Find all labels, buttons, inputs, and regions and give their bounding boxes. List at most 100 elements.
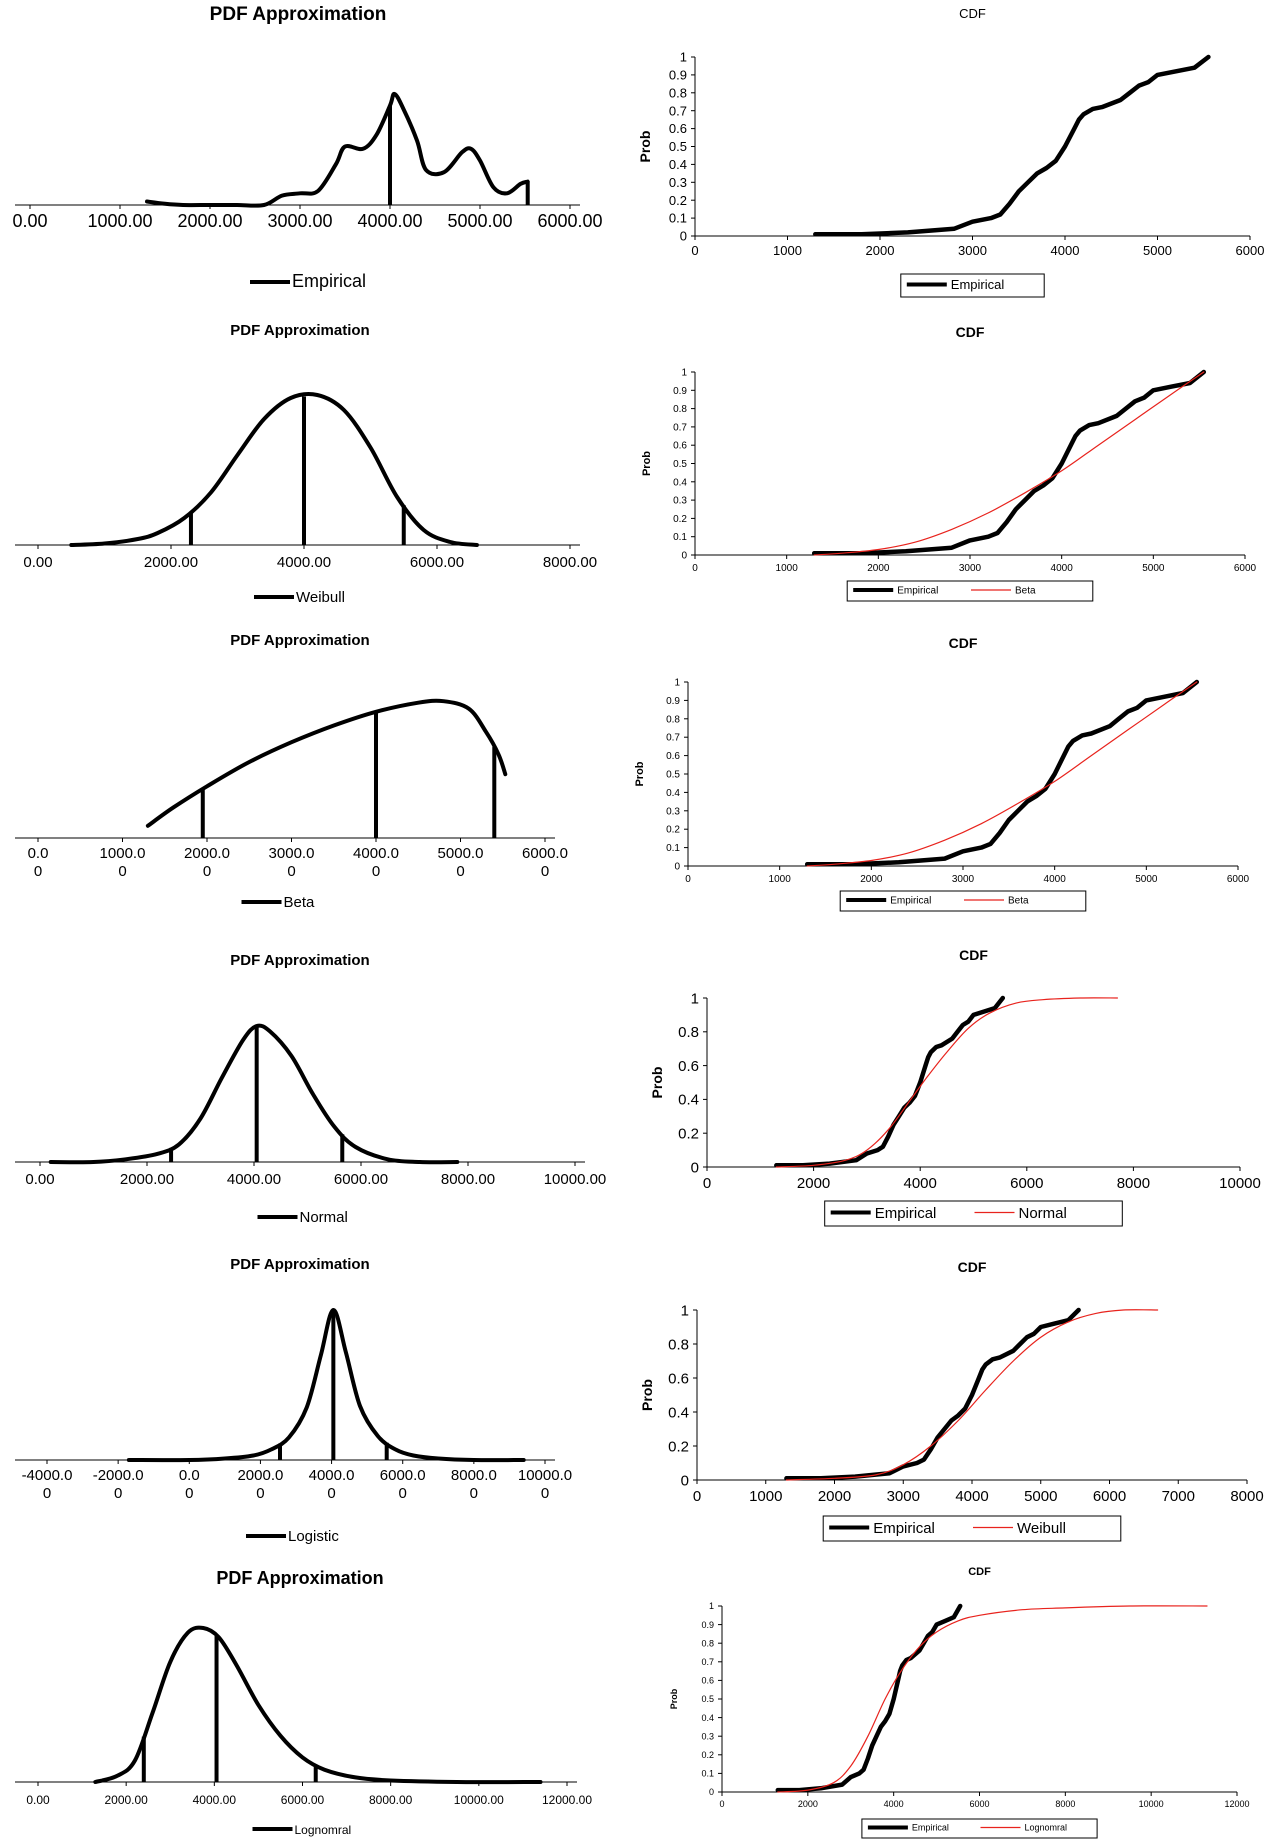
cdf1-y-tick-label: 1 bbox=[680, 50, 687, 65]
cdf5-y-axis-label: Prob bbox=[639, 1379, 655, 1411]
cdf1-legend-label: Empirical bbox=[951, 277, 1005, 292]
cdf2-y-tick-label: 1 bbox=[681, 368, 687, 379]
cdf6-y-tick-label: 0.3 bbox=[701, 1731, 714, 1741]
pdf3-series-beta-line bbox=[145, 698, 508, 828]
cdf5-legend-label: Empirical bbox=[873, 1520, 935, 1537]
cdf4-legend-label: Normal bbox=[1019, 1205, 1067, 1222]
pdf4-x-tick-label: 6000.00 bbox=[334, 1171, 388, 1188]
cdf3-x-tick-label: 5000 bbox=[1135, 874, 1158, 885]
cdf6-y-tick-label: 0.8 bbox=[701, 1638, 714, 1648]
cdf2-legend-box bbox=[846, 580, 1094, 602]
cdf4-y-tick-label: 0.2 bbox=[678, 1125, 699, 1142]
cdf2-legend-label: Empirical bbox=[897, 586, 938, 597]
cdf5-x-tick-label: 5000 bbox=[1024, 1488, 1057, 1505]
cdf1-y-tick-label: 0.7 bbox=[669, 103, 687, 118]
cdf2-x-tick-label: 6000 bbox=[1234, 563, 1257, 574]
cdf6-y-axis-label: Prob bbox=[669, 1688, 679, 1709]
pdf5-title: PDF Approximation bbox=[230, 1256, 369, 1273]
cdf6-x-tick-label: 6000 bbox=[969, 1799, 989, 1809]
pdf6-legend-label: Lognomral bbox=[295, 1823, 352, 1837]
cdf5-x-tick-label: 2000 bbox=[818, 1488, 851, 1505]
cdf5-x-tick-label: 4000 bbox=[955, 1488, 988, 1505]
pdf6-x-tick-label: 6000.00 bbox=[281, 1793, 325, 1807]
pdf1-legend: Empirical bbox=[250, 271, 366, 291]
cdf3-legend-box bbox=[839, 890, 1087, 912]
cdf3-x-tick-label: 6000 bbox=[1227, 874, 1250, 885]
cdf3-y-tick-label: 0.9 bbox=[666, 696, 680, 707]
pdf6-x-tick-label: 10000.00 bbox=[454, 1793, 504, 1807]
cdf5-chart: CDF 0 1000 2000 3000 4000 5000 6000 7000 8000 0 0.2… bbox=[639, 1259, 1264, 1542]
cdf3-y-tick-label: 0.2 bbox=[666, 825, 680, 836]
cdf6-y-tick-label: 1 bbox=[709, 1601, 714, 1611]
cdf2-y-tick-label: 0.5 bbox=[673, 459, 687, 470]
cdf3-y-axis-label: Prob bbox=[634, 761, 646, 786]
cdf3-y-tick-label: 0 bbox=[674, 862, 680, 873]
cdf3-legend-label: Beta bbox=[1008, 896, 1029, 907]
cdf3-y-tick-label: 0.7 bbox=[666, 733, 680, 744]
cdf5-legend: Empirical Weibull bbox=[822, 1515, 1122, 1542]
cdf5-legend-box bbox=[822, 1515, 1122, 1542]
cdf4-chart: CDF 0 2000 4000 6000 8000 10000 0 0.2 0.4 0.6 0.8 1 P… bbox=[649, 947, 1261, 1227]
pdf4-x-tick-label: 2000.00 bbox=[120, 1171, 174, 1188]
cdf5-y-tick-label: 0.2 bbox=[668, 1438, 689, 1455]
pdf3-chart: PDF Approximation0.001000.002000.003000.… bbox=[15, 632, 568, 911]
cdf4-series-normal-line bbox=[775, 997, 1118, 1168]
cdf4-x-tick-label: 4000 bbox=[904, 1175, 937, 1192]
cdf6-y-tick-label: 0.7 bbox=[701, 1657, 714, 1667]
pdf5-x-tick-label-cont: 0 bbox=[399, 1485, 407, 1502]
pdf1-series-empirical-line bbox=[145, 91, 530, 208]
pdf3-x-tick-label-cont: 0 bbox=[372, 863, 380, 880]
pdf6-x-tick-label: 0.00 bbox=[26, 1793, 50, 1807]
cdf2-y-tick-label: 0.6 bbox=[673, 441, 687, 452]
cdf3-x-tick-label: 2000 bbox=[860, 874, 883, 885]
cdf3-y-tick-label: 0.1 bbox=[666, 843, 680, 854]
cdf2-chart: CDF 0 1000 2000 3000 4000 5000 6000 0 0.1 0.2 0.3 0.… bbox=[641, 324, 1257, 602]
pdf5-chart: PDF Approximation-4000.00-2000.000.00200… bbox=[15, 1256, 572, 1545]
pdf2-series-weibull-line bbox=[69, 392, 479, 547]
cdf3-chart: CDF 0 1000 2000 3000 4000 5000 6000 0 0.1 0.2 0.3 0.… bbox=[634, 635, 1250, 912]
cdf3-y-tick-label: 0.4 bbox=[666, 788, 680, 799]
pdf3-x-tick-label-cont: 0 bbox=[34, 863, 42, 880]
pdf1-legend-label: Empirical bbox=[292, 271, 366, 291]
cdf1-x-tick-label: 5000 bbox=[1143, 243, 1172, 258]
cdf1-x-tick-label: 1000 bbox=[773, 243, 802, 258]
cdf1-y-tick-label: 0.2 bbox=[669, 193, 687, 208]
pdf5-x-tick-label-cont: 0 bbox=[43, 1485, 51, 1502]
cdf3-series-empirical-line bbox=[804, 679, 1200, 867]
pdf1-x-tick-label: 3000.00 bbox=[267, 211, 332, 231]
pdf3-x-tick-label-cont: 0 bbox=[287, 863, 295, 880]
pdf1-x-tick-label: 4000.00 bbox=[357, 211, 422, 231]
cdf4-y-tick-label: 0.4 bbox=[678, 1092, 699, 1109]
cdf2-series-empirical-line bbox=[811, 369, 1207, 556]
cdf5-x-tick-label: 1000 bbox=[749, 1488, 782, 1505]
pdf6-title: PDF Approximation bbox=[216, 1568, 383, 1588]
cdf1-x-tick-label: 2000 bbox=[866, 243, 895, 258]
pdf3-x-tick-label-cont: 0 bbox=[118, 863, 126, 880]
pdf3-x-tick-label: 0.0 bbox=[28, 845, 49, 862]
pdf6-chart: PDF Approximation 0.00 2000.00 4000.00 6000.… bbox=[15, 1568, 592, 1837]
cdf1-x-tick-label: 3000 bbox=[958, 243, 987, 258]
cdf5-title: CDF bbox=[958, 1259, 987, 1275]
pdf1-x-tick-label: 2000.00 bbox=[177, 211, 242, 231]
cdf1-y-tick-label: 0 bbox=[680, 229, 687, 244]
cdf4-legend: Empirical Normal bbox=[824, 1200, 1123, 1227]
pdf4-legend: Normal bbox=[257, 1209, 348, 1226]
cdf1-title: CDF bbox=[959, 6, 986, 21]
cdf5-y-tick-label: 0.6 bbox=[668, 1370, 689, 1387]
cdf2-x-tick-label: 0 bbox=[692, 563, 698, 574]
pdf2-x-tick-label: 6000.00 bbox=[410, 554, 464, 571]
pdf5-x-tick-label: 8000.0 bbox=[451, 1467, 497, 1484]
cdf5-x-tick-label: 6000 bbox=[1093, 1488, 1126, 1505]
cdf4-x-tick-label: 0 bbox=[703, 1175, 711, 1192]
cdf3-y-tick-label: 0.3 bbox=[666, 806, 680, 817]
pdf1-x-tick-label: 5000.00 bbox=[447, 211, 512, 231]
cdf3-x-tick-label: 0 bbox=[685, 874, 691, 885]
cdf2-title: CDF bbox=[956, 324, 985, 340]
pdf3-title: PDF Approximation bbox=[230, 632, 369, 649]
cdf4-legend-box bbox=[824, 1200, 1123, 1227]
pdf3-legend-label: Beta bbox=[284, 894, 316, 911]
cdf6-series-lognomral-line bbox=[777, 1605, 1208, 1793]
pdf6-series-lognomral-line bbox=[93, 1625, 543, 1785]
cdf3-y-tick-label: 0.5 bbox=[666, 770, 680, 781]
cdf4-y-tick-label: 0.8 bbox=[678, 1024, 699, 1041]
